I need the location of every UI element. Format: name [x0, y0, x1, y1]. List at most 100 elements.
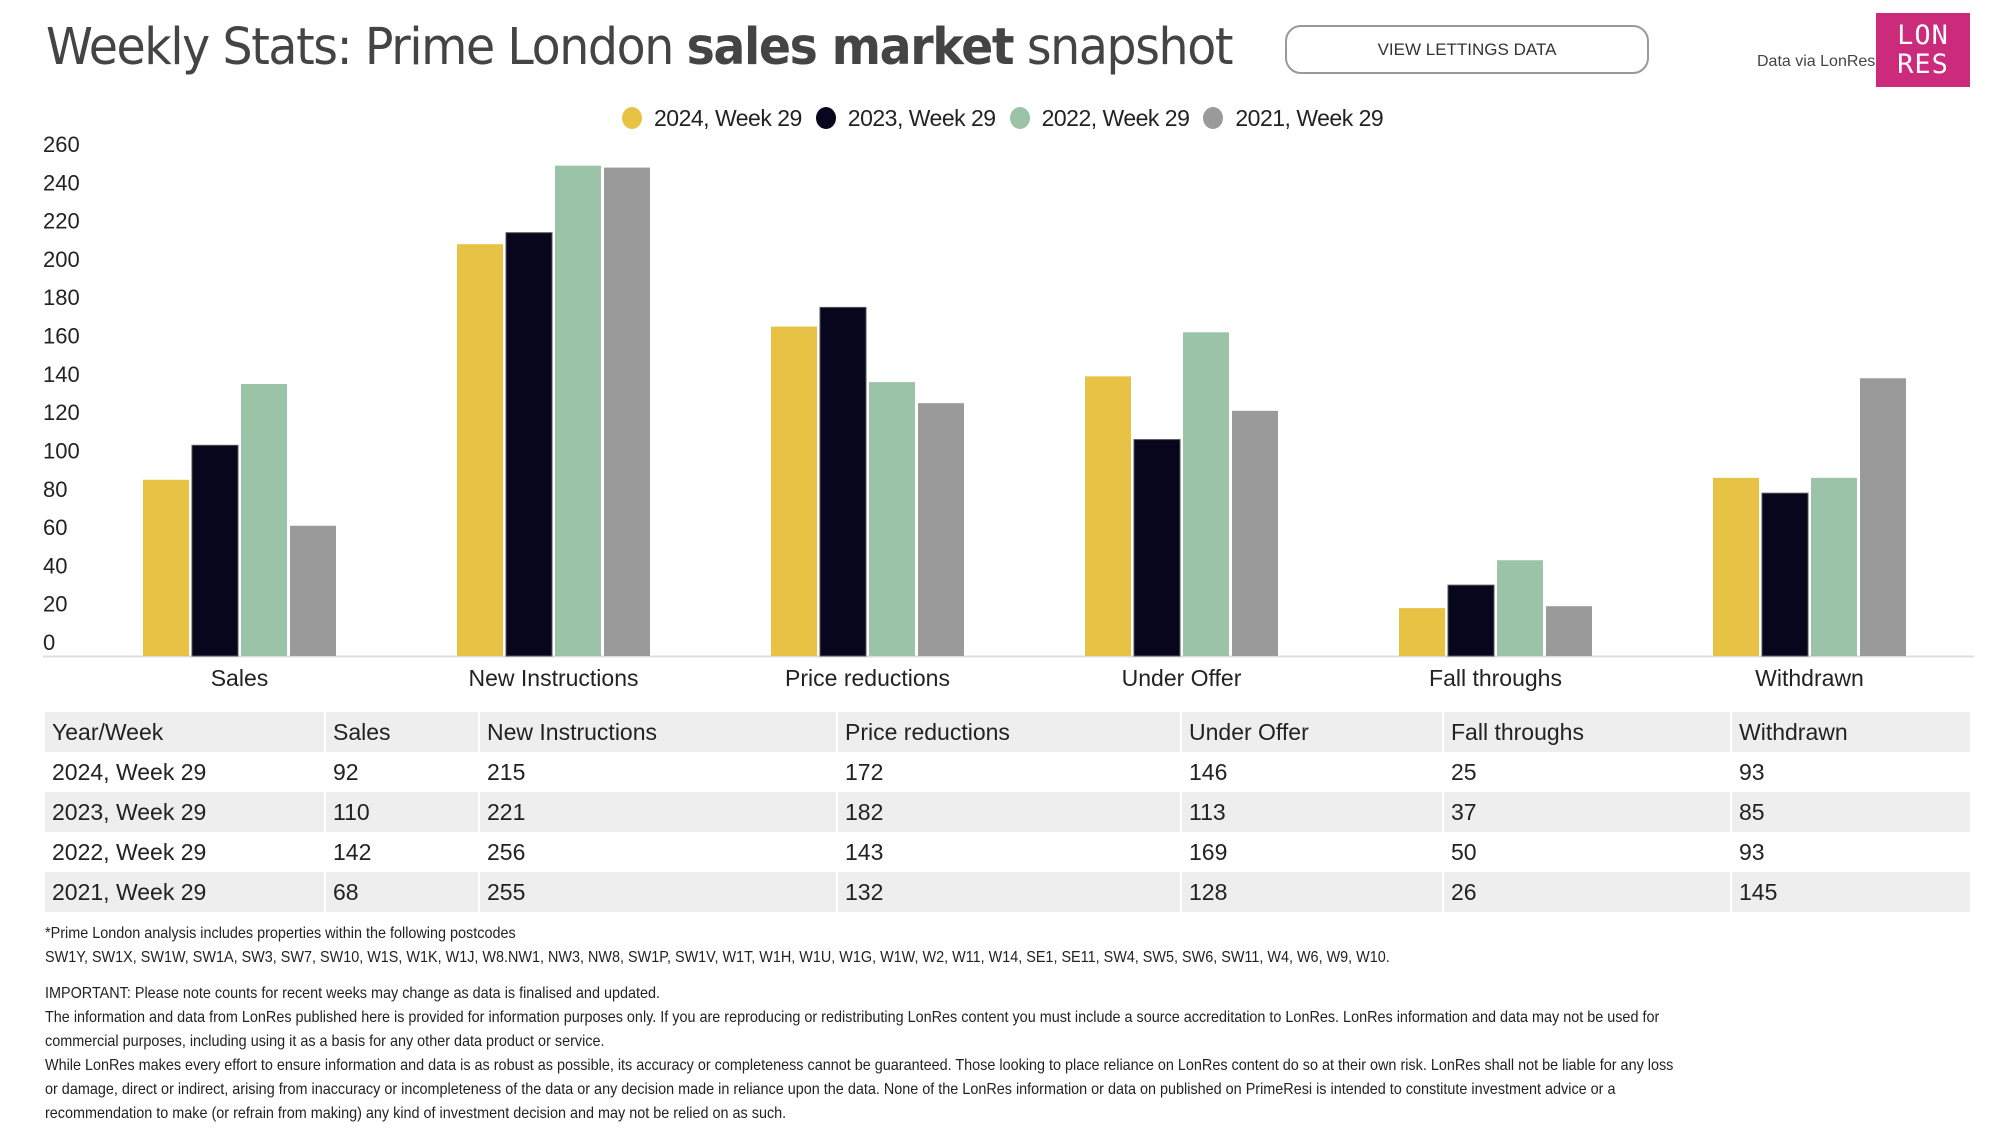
- table-cell: 145: [1732, 872, 1970, 912]
- y-tick-label: 140: [43, 362, 80, 387]
- footnotes: *Prime London analysis includes properti…: [45, 922, 1854, 1126]
- legend-item[interactable]: 2021, Week 29: [1203, 104, 1384, 132]
- legend-label: 2021, Week 29: [1235, 104, 1384, 131]
- disclaimer-line: The information and data from LonRes pub…: [45, 1009, 1660, 1026]
- title-prefix: Weekly Stats: Prime London: [46, 18, 687, 77]
- x-tick-label: Withdrawn: [1755, 665, 1864, 691]
- y-tick-label: 120: [43, 400, 80, 425]
- disclaimer-line: commercial purposes, including using it …: [45, 1033, 605, 1050]
- bar[interactable]: [191, 444, 239, 657]
- table-cell: 2022, Week 29: [52, 838, 207, 865]
- y-tick-label: 100: [43, 438, 80, 463]
- postcodes-intro: *Prime London analysis includes properti…: [45, 925, 516, 942]
- table-cell: 2023, Week 29: [45, 792, 324, 832]
- bar[interactable]: [1447, 584, 1495, 657]
- table-row: 2021, Week 29 68 255 132 128 26 145: [45, 872, 1970, 912]
- postcodes-list: SW1Y, SW1X, SW1W, SW1A, SW3, SW7, SW10, …: [45, 949, 1390, 966]
- table-cell: 128: [1182, 872, 1442, 912]
- table-cell: 92: [333, 758, 359, 785]
- table-cell: 25: [1451, 758, 1477, 785]
- table-cell: 182: [838, 792, 1180, 832]
- view-lettings-data-button[interactable]: VIEW LETTINGS DATA: [1285, 25, 1649, 74]
- bar[interactable]: [1183, 332, 1229, 656]
- bar[interactable]: [143, 479, 189, 656]
- chart-legend: 2024, Week 29 2023, Week 29 2022, Week 2…: [622, 103, 1397, 133]
- table-cell: 169: [1189, 838, 1228, 865]
- bar[interactable]: [1497, 560, 1543, 656]
- table-cell: 26: [1444, 872, 1730, 912]
- table-cell: 93: [1739, 758, 1765, 785]
- y-tick-label: 220: [43, 209, 80, 234]
- y-tick-label: 160: [43, 324, 80, 349]
- table-cell: 132: [838, 872, 1180, 912]
- table-row: 2022, Week 29 142 256 143 169 50 93: [45, 832, 1970, 872]
- legend-item[interactable]: 2024, Week 29: [622, 105, 802, 132]
- y-tick-label: 40: [43, 553, 67, 578]
- bar[interactable]: [290, 525, 336, 656]
- table-header: Sales: [326, 712, 478, 752]
- logo-line-2: RES: [1897, 49, 1949, 80]
- table-header: Under Offer: [1182, 712, 1442, 752]
- bar-chart: 0 20 40 60 80 100 120 140 160 180 200 220 240 260 Sale…: [43, 132, 1974, 691]
- table-row: 2023, Week 29 110 221 182 113 37 85: [45, 792, 1970, 832]
- logo-line-1: LON: [1897, 20, 1949, 51]
- y-tick-label: 60: [43, 515, 67, 540]
- bar[interactable]: [1713, 477, 1759, 656]
- x-tick-label: Under Offer: [1122, 665, 1242, 691]
- x-tick-label: Price reductions: [785, 665, 950, 691]
- x-tick-label: Fall throughs: [1429, 665, 1562, 691]
- bar[interactable]: [1860, 378, 1906, 656]
- table-cell: 143: [845, 838, 884, 865]
- bar[interactable]: [1761, 492, 1809, 657]
- table-cell: 50: [1451, 838, 1477, 865]
- legend-dot-icon: [622, 107, 642, 129]
- y-tick-label: 80: [43, 477, 67, 502]
- bar[interactable]: [1232, 410, 1278, 656]
- bar[interactable]: [555, 165, 601, 656]
- table-cell: 68: [326, 872, 478, 912]
- bar[interactable]: [1133, 439, 1181, 657]
- stats-table: Year/Week Sales New Instructions Price r…: [43, 712, 1972, 912]
- bar[interactable]: [869, 382, 915, 656]
- y-tick-label: 240: [43, 170, 80, 195]
- bar[interactable]: [819, 306, 867, 657]
- y-tick-label: 260: [43, 132, 80, 157]
- table-cell: 146: [1189, 758, 1228, 785]
- disclaimer-line: recommendation to make (or refrain from …: [45, 1105, 787, 1122]
- bar[interactable]: [918, 403, 964, 656]
- table-header: Year/Week: [45, 712, 324, 752]
- bar[interactable]: [505, 232, 553, 657]
- bar[interactable]: [1399, 608, 1445, 656]
- bar[interactable]: [1546, 606, 1592, 656]
- legend-label: 2024, Week 29: [654, 104, 802, 131]
- disclaimer-line: While LonRes makes every effort to ensur…: [45, 1057, 1674, 1074]
- legend-item[interactable]: 2023, Week 29: [815, 104, 996, 132]
- legend-label: 2023, Week 29: [847, 104, 996, 131]
- bar[interactable]: [1085, 376, 1131, 656]
- table-cell: 110: [326, 792, 478, 832]
- table-cell: 93: [1739, 838, 1765, 865]
- table-row: 2024, Week 29 92 215 172 146 25 93: [45, 752, 1970, 792]
- title-bold: sales market: [686, 18, 1015, 77]
- table-header-row: Year/Week Sales New Instructions Price r…: [45, 712, 1970, 752]
- table-header: Price reductions: [838, 712, 1180, 752]
- bar[interactable]: [1811, 477, 1857, 656]
- bar[interactable]: [604, 167, 650, 657]
- legend-label: 2022, Week 29: [1041, 104, 1190, 131]
- y-tick-label: 200: [43, 247, 80, 272]
- bar[interactable]: [241, 384, 287, 656]
- legend-item[interactable]: 2022, Week 29: [1009, 104, 1190, 132]
- data-via-label: Data via LonRes: [1757, 53, 1876, 70]
- page-title: Weekly Stats: Prime London sales market …: [46, 18, 1233, 77]
- table-header: New Instructions: [480, 712, 836, 752]
- bar[interactable]: [771, 326, 817, 656]
- lonres-logo[interactable]: LON RES: [1876, 13, 1970, 87]
- table-cell: 142: [333, 838, 372, 865]
- table-cell: 37: [1444, 792, 1730, 832]
- bar[interactable]: [457, 244, 503, 656]
- table-cell: 221: [480, 792, 836, 832]
- y-tick-label: 0: [43, 630, 55, 655]
- disclaimer-line: or damage, direct or indirect, arising f…: [45, 1081, 1616, 1098]
- table-cell: 215: [487, 758, 526, 785]
- table-cell: 85: [1732, 792, 1970, 832]
